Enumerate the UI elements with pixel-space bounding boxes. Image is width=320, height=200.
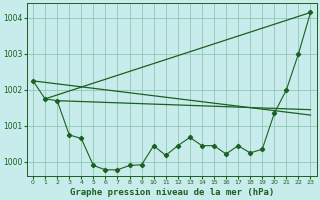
X-axis label: Graphe pression niveau de la mer (hPa): Graphe pression niveau de la mer (hPa) [70, 188, 274, 197]
